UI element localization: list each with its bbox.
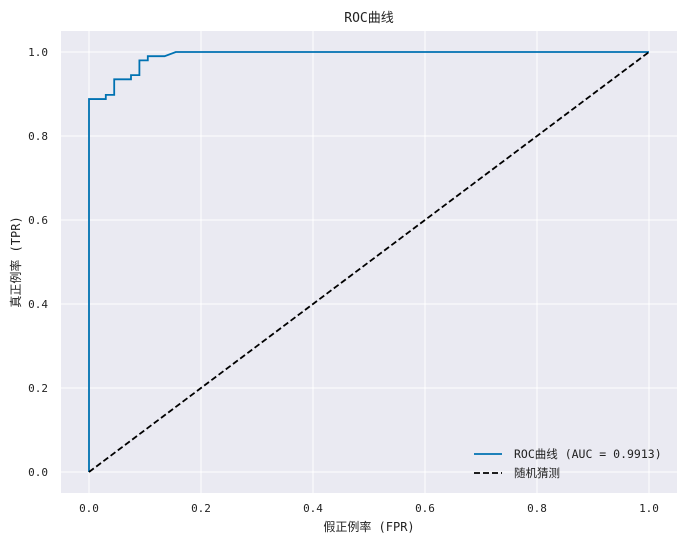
x-tick-label: 0.8 [527,502,547,515]
y-tick-label: 0.4 [28,298,48,311]
grid-lines [61,31,677,493]
x-axis-label: 假正例率 (FPR) [323,519,414,534]
y-tick-labels: 0.0 0.2 0.4 0.6 0.8 1.0 [28,46,48,479]
roc-curve-line [88,51,649,472]
x-tick-labels: 0.0 0.2 0.4 0.6 0.8 1.0 [79,502,659,515]
y-tick-label: 0.6 [28,214,48,227]
x-tick-label: 0.6 [415,502,435,515]
x-tick-label: 1.0 [639,502,659,515]
chart-title: ROC曲线 [344,11,393,26]
x-tick-label: 0.2 [191,502,211,515]
x-tick-label: 0.0 [79,502,99,515]
y-axis-label: 真正例率 (TPR) [8,216,23,307]
legend-random-label: 随机猜测 [514,466,560,480]
x-tick-label: 0.4 [303,502,323,515]
plot-area [61,31,677,493]
y-tick-label: 1.0 [28,46,48,59]
y-tick-label: 0.2 [28,382,48,395]
y-tick-label: 0.0 [28,466,48,479]
legend: ROC曲线 (AUC = 0.9913) 随机猜测 [474,447,662,480]
legend-roc-label: ROC曲线 (AUC = 0.9913) [514,447,662,461]
y-tick-label: 0.8 [28,130,48,143]
series-layer [88,51,650,473]
